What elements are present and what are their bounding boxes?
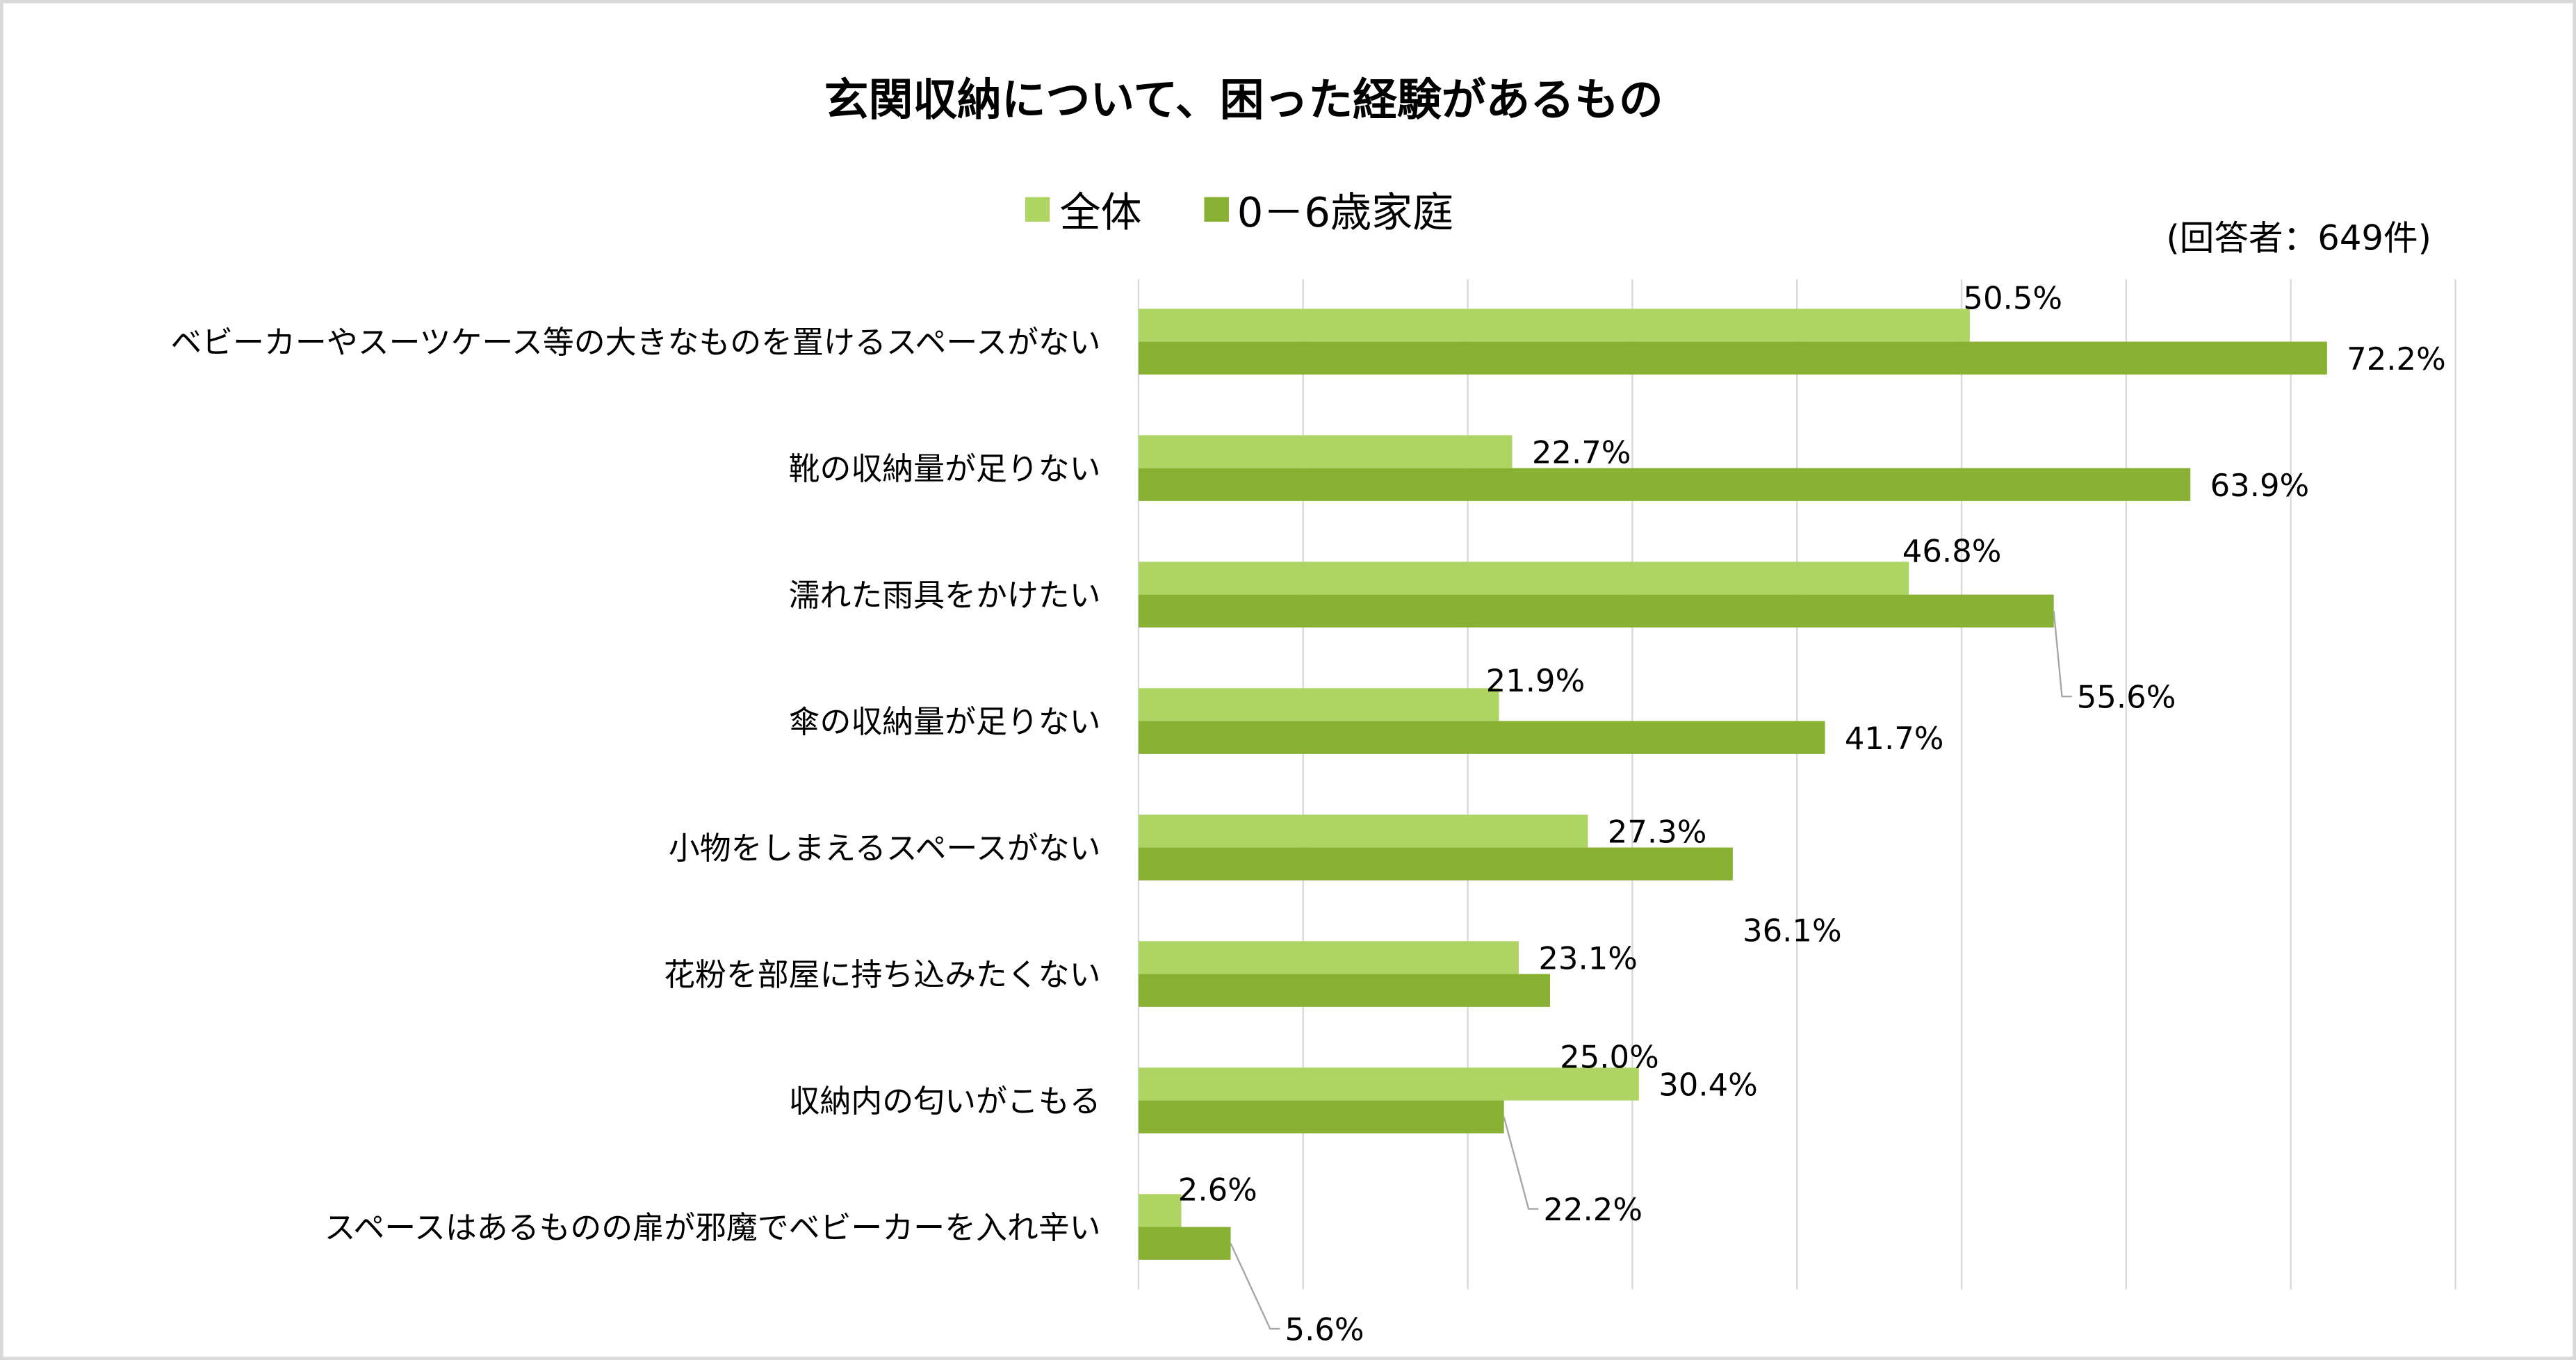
data-label: 23.1% xyxy=(1538,940,1638,976)
bar-all xyxy=(1138,688,1499,721)
bar-all xyxy=(1138,1067,1639,1101)
bar-0-6 xyxy=(1138,1100,1504,1133)
respondents-note: (回答者：649件) xyxy=(2166,218,2431,258)
category-label: 靴の収納量が足りない xyxy=(789,450,1101,487)
category-label: 小物をしまえるスペースがない xyxy=(669,830,1101,867)
data-label: 46.8% xyxy=(1902,532,2002,569)
bar-all xyxy=(1138,435,1513,468)
bar-0-6 xyxy=(1138,594,2054,628)
data-label: 25.0% xyxy=(1560,1038,1659,1075)
data-label: 63.9% xyxy=(2210,467,2310,504)
chart-title: 玄関収納について、困った経験があるもの xyxy=(824,74,1663,126)
legend-label-all: 全体 xyxy=(1059,188,1141,236)
data-label: 55.6% xyxy=(2077,679,2176,716)
bar-0-6 xyxy=(1138,974,1550,1007)
category-label: ベビーカーやスーツケース等の大きなものを置けるスペースがない xyxy=(170,324,1100,361)
data-label: 5.6% xyxy=(1285,1311,1364,1348)
legend: 全体 0－6歳家庭 xyxy=(1025,188,1453,236)
legend-swatch-0-6 xyxy=(1204,197,1229,222)
category-label: 傘の収納量が足りない xyxy=(789,703,1101,740)
legend-label-0-6: 0－6歳家庭 xyxy=(1237,188,1454,236)
bar-0-6 xyxy=(1138,847,1733,880)
legend-swatch-all xyxy=(1025,197,1050,222)
bar-0-6 xyxy=(1138,1227,1231,1260)
category-label: 濡れた雨具をかけたい xyxy=(789,577,1101,614)
data-label: 22.2% xyxy=(1543,1191,1642,1228)
bar-all xyxy=(1138,941,1519,974)
bar-0-6 xyxy=(1138,341,2327,375)
category-label: 花粉を部屋に持ち込みたくない xyxy=(664,956,1100,993)
data-label: 30.4% xyxy=(1658,1066,1758,1103)
bar-0-6 xyxy=(1138,721,1825,754)
data-label: 36.1% xyxy=(1743,912,1842,949)
bar-all xyxy=(1138,814,1588,848)
bar-all xyxy=(1138,309,1970,342)
leader-line xyxy=(1503,1116,1539,1210)
leader-line xyxy=(1230,1243,1280,1330)
bar-all xyxy=(1138,562,1909,595)
data-label: 72.2% xyxy=(2347,341,2446,377)
category-label: スペースはあるものの扉が邪魔でベビーカーを入れ辛い xyxy=(325,1209,1101,1246)
data-label: 2.6% xyxy=(1178,1172,1257,1209)
bar-all xyxy=(1138,1194,1182,1227)
category-label: 収納内の匂いがこもる xyxy=(789,1083,1101,1120)
bar-0-6 xyxy=(1138,468,2191,501)
data-label: 27.3% xyxy=(1608,813,1707,850)
data-label: 21.9% xyxy=(1486,662,1585,699)
leader-line xyxy=(2053,611,2072,698)
data-label: 41.7% xyxy=(1845,720,1944,757)
data-label: 22.7% xyxy=(1532,434,1631,471)
data-label: 50.5% xyxy=(1963,279,2062,316)
